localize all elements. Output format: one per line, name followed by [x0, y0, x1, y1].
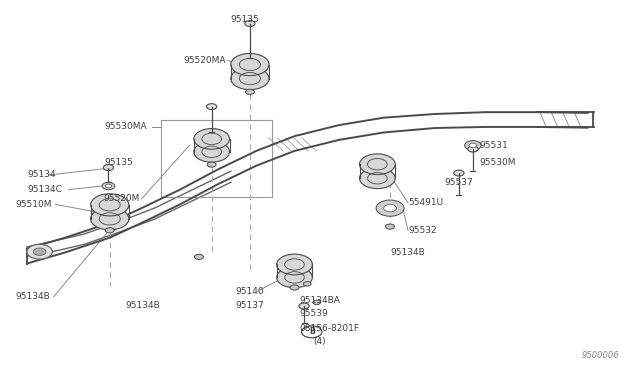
Text: 95135: 95135: [104, 157, 133, 167]
Circle shape: [360, 154, 395, 174]
Circle shape: [91, 194, 129, 216]
Text: 95510M: 95510M: [15, 200, 52, 209]
Circle shape: [290, 285, 299, 290]
Text: 95530MA: 95530MA: [104, 122, 147, 131]
Circle shape: [469, 143, 477, 148]
Circle shape: [194, 129, 230, 149]
Text: (4): (4): [314, 337, 326, 346]
Circle shape: [27, 244, 52, 259]
Circle shape: [303, 282, 311, 286]
Text: 95137: 95137: [236, 301, 264, 311]
Text: 08156-8201F: 08156-8201F: [300, 324, 360, 333]
Text: 95134: 95134: [27, 170, 56, 179]
Text: 95135: 95135: [231, 15, 260, 24]
Circle shape: [360, 168, 395, 189]
Circle shape: [276, 267, 312, 288]
Circle shape: [231, 54, 269, 76]
Text: 95537: 95537: [444, 178, 473, 187]
Text: 95134B: 95134B: [15, 292, 50, 301]
Circle shape: [195, 254, 204, 260]
Text: 95539: 95539: [300, 309, 328, 318]
Text: 95134C: 95134C: [27, 185, 61, 194]
Circle shape: [194, 141, 230, 162]
Text: 95140: 95140: [236, 287, 264, 296]
Text: 55491U: 55491U: [408, 198, 443, 207]
Text: B: B: [309, 327, 315, 336]
Circle shape: [384, 205, 396, 212]
Text: 95134B: 95134B: [125, 301, 161, 311]
Circle shape: [245, 20, 255, 26]
Circle shape: [386, 224, 394, 229]
Text: 95532: 95532: [408, 226, 436, 235]
Circle shape: [102, 182, 115, 190]
Text: 95530M: 95530M: [479, 157, 516, 167]
Circle shape: [91, 208, 129, 230]
Circle shape: [246, 89, 254, 94]
Circle shape: [103, 164, 113, 170]
Circle shape: [468, 146, 478, 152]
Circle shape: [105, 228, 114, 233]
Circle shape: [207, 162, 216, 167]
Text: 95520MA: 95520MA: [183, 56, 225, 65]
Circle shape: [376, 200, 404, 216]
Circle shape: [454, 170, 464, 176]
Circle shape: [276, 254, 312, 275]
Text: 95134B: 95134B: [390, 248, 425, 257]
Text: 9500006: 9500006: [582, 350, 620, 359]
Text: 95134BA: 95134BA: [300, 296, 340, 305]
Circle shape: [105, 184, 111, 188]
Circle shape: [207, 104, 217, 110]
Circle shape: [299, 303, 309, 309]
Circle shape: [313, 300, 321, 305]
Circle shape: [465, 141, 481, 150]
Text: 95531: 95531: [479, 141, 508, 150]
Circle shape: [33, 248, 46, 256]
Circle shape: [231, 67, 269, 90]
Text: 95520M: 95520M: [103, 195, 140, 203]
